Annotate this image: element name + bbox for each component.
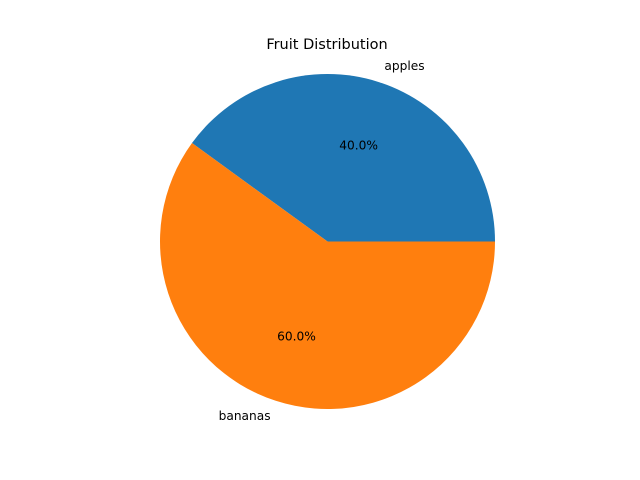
pie-slice-bananas (159, 143, 495, 410)
slice-label-bananas: bananas (219, 409, 271, 423)
pie-slices (159, 74, 495, 410)
chart-title: Fruit Distribution (266, 37, 387, 53)
slice-percent-bananas: 60.0% (277, 330, 316, 344)
pie-slice-apples (191, 74, 495, 242)
slice-label-apples: apples (384, 59, 424, 73)
slice-percent-apples: 40.0% (339, 138, 378, 152)
pie-labels: apples 40.0% bananas 60.0% (219, 59, 425, 423)
